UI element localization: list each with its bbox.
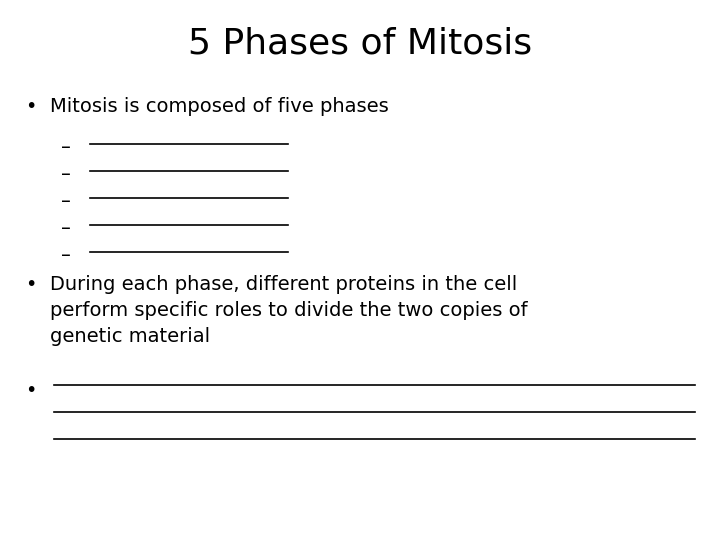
Text: –: – [61,192,71,211]
Text: •: • [25,381,37,400]
Text: Mitosis is composed of five phases: Mitosis is composed of five phases [50,97,389,116]
Text: •: • [25,97,37,116]
Text: 5 Phases of Mitosis: 5 Phases of Mitosis [188,27,532,61]
Text: •: • [25,275,37,294]
Text: –: – [61,165,71,184]
Text: –: – [61,246,71,265]
Text: –: – [61,219,71,238]
Text: –: – [61,138,71,157]
Text: During each phase, different proteins in the cell
perform specific roles to divi: During each phase, different proteins in… [50,275,528,346]
